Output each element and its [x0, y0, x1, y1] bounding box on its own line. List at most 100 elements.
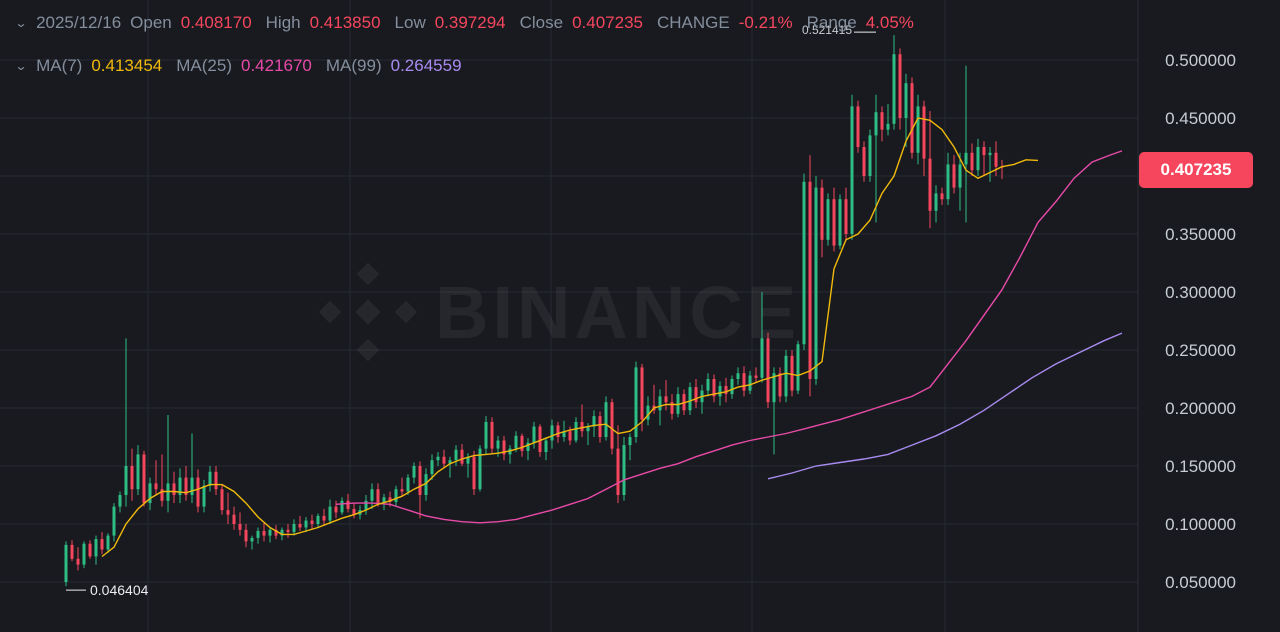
candle-body	[916, 106, 920, 153]
range-label: Range	[806, 13, 857, 32]
candle-body	[346, 500, 350, 509]
candle-body	[250, 537, 254, 542]
candle-body	[724, 385, 728, 395]
candle-body	[934, 193, 938, 211]
candle-body	[826, 199, 830, 240]
watermark-text: BINANCE	[435, 271, 800, 354]
candle-body	[334, 506, 338, 513]
candle-body	[400, 489, 404, 492]
candle-body	[292, 524, 296, 533]
y-tick-label: 0.350000	[1165, 225, 1236, 244]
last-price-tag: 0.407235	[1139, 152, 1253, 188]
candle-body	[214, 471, 218, 490]
candle-body	[778, 373, 782, 397]
candle-body	[430, 460, 434, 475]
candle-body	[502, 440, 506, 455]
candle-body	[766, 338, 770, 403]
candle-body	[964, 152, 968, 165]
candle-body	[88, 543, 92, 557]
candle-body	[478, 448, 482, 490]
max-price-label: 0.521415	[802, 23, 852, 37]
candle-body	[178, 477, 182, 495]
candle-body	[106, 535, 110, 550]
ma25-label: MA(25)	[176, 56, 232, 75]
candle-body	[718, 385, 722, 397]
candle-body	[784, 355, 788, 397]
candle-body	[544, 440, 548, 453]
y-tick-label: 0.250000	[1165, 341, 1236, 360]
ohlc-header: ⌄ 2025/12/16 Open 0.408170 High 0.413850…	[14, 11, 928, 35]
candle-body	[112, 506, 116, 536]
candle-body	[658, 396, 662, 411]
collapse-caret-icon[interactable]: ⌄	[14, 16, 28, 30]
candle-body	[316, 515, 320, 524]
candle-body	[988, 152, 992, 156]
candle-body	[148, 483, 152, 504]
candle-body	[274, 529, 278, 536]
candle-body	[970, 152, 974, 171]
candle-body	[748, 375, 752, 391]
candle-body	[688, 387, 692, 411]
candle-body	[184, 477, 188, 495]
candle-body	[532, 426, 536, 443]
ma99-line	[767, 332, 1123, 480]
candle-body	[772, 373, 776, 403]
ma25-value: 0.421670	[240, 56, 312, 75]
collapse-caret-icon[interactable]: ⌄	[14, 59, 28, 73]
price-axis: 0.5000000.4500000.4000000.3500000.300000…	[1165, 51, 1236, 592]
candle-body	[322, 515, 326, 521]
candle-body	[994, 152, 998, 167]
candle-body	[352, 508, 356, 515]
last-price-value: 0.407235	[1160, 160, 1232, 179]
candle-body	[142, 454, 146, 504]
range-value: 4.05%	[865, 13, 914, 32]
candle-body	[928, 158, 932, 211]
candle-body	[730, 379, 734, 395]
candle-body	[574, 421, 578, 441]
candle-body	[592, 416, 596, 427]
moving-averages	[101, 117, 1123, 558]
y-tick-label: 0.500000	[1165, 51, 1236, 70]
candle-body	[208, 471, 212, 486]
y-tick-label: 0.450000	[1165, 109, 1236, 128]
candle-body	[496, 440, 500, 449]
candle-body	[76, 558, 80, 565]
candle-body	[436, 456, 440, 461]
candle-body	[298, 524, 302, 528]
candle-body	[646, 405, 650, 420]
candle-body	[256, 530, 260, 538]
candle-body	[850, 106, 854, 234]
candle-body	[454, 449, 458, 461]
candle-body	[382, 497, 386, 504]
candle-body	[520, 435, 524, 451]
annotations: 0.046404 0.521415	[66, 23, 876, 598]
candle-body	[328, 506, 332, 521]
open-value: 0.408170	[180, 13, 252, 32]
candle-body	[604, 402, 608, 437]
candle-body	[622, 445, 626, 495]
candle-body	[886, 123, 890, 130]
candles	[64, 35, 1004, 587]
candle-body	[226, 510, 230, 515]
candle-body	[364, 500, 368, 511]
candle-body	[418, 466, 422, 495]
candle-body	[736, 373, 740, 379]
ma99-label: MA(99)	[325, 56, 382, 75]
candle-body	[100, 539, 104, 550]
close-value: 0.407235	[572, 13, 643, 32]
candle-body	[586, 426, 590, 432]
candle-body	[880, 112, 884, 130]
candle-body	[136, 454, 140, 490]
y-tick-label: 0.200000	[1165, 399, 1236, 418]
candle-body	[238, 524, 242, 530]
candle-body	[244, 529, 248, 542]
low-value: 0.397294	[434, 13, 506, 32]
close-label: Close	[519, 13, 564, 32]
candle-body	[70, 544, 74, 559]
candle-body	[562, 431, 566, 437]
candle-body	[160, 489, 164, 501]
candle-body	[862, 147, 866, 176]
candle-body	[712, 379, 716, 397]
candle-body	[694, 387, 698, 403]
